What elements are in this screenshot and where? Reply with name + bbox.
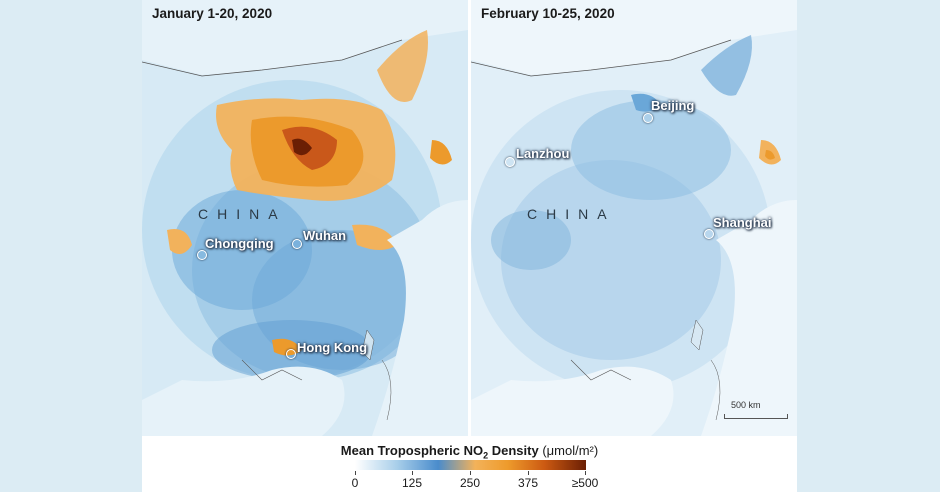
city-marker-beijing	[643, 113, 653, 123]
city-label-beijing: Beijing	[651, 98, 695, 113]
legend-tick-1	[412, 471, 413, 475]
city-label-lanzhou: Lanzhou	[516, 146, 570, 161]
legend-label-375: 375	[517, 476, 539, 490]
legend-title: Mean Tropospheric NO2 Density (μmol/m²)	[142, 443, 797, 461]
city-marker-hongkong	[286, 349, 296, 359]
panel-title-january: January 1-20, 2020	[152, 6, 273, 21]
legend-tick-3	[528, 471, 529, 475]
legend-tick-0	[355, 471, 356, 475]
city-marker-shanghai	[704, 229, 714, 239]
city-label-chongqing: Chongqing	[205, 236, 274, 251]
scale-label: 500 km	[731, 400, 761, 410]
city-marker-lanzhou	[505, 157, 515, 167]
legend-title-rest: Density	[488, 443, 539, 458]
country-label-china: CHINA	[198, 206, 287, 222]
legend-color-ramp	[355, 460, 586, 470]
city-label-wuhan: Wuhan	[303, 228, 347, 243]
no2-map-february	[471, 0, 797, 436]
city-label-shanghai: Shanghai	[713, 215, 772, 230]
legend-label-250: 250	[459, 476, 481, 490]
map-panel-february: February 10-25, 2020 CHINA Beijing Lanzh…	[471, 0, 797, 436]
city-marker-chongqing	[197, 250, 207, 260]
legend: Mean Tropospheric NO2 Density (μmol/m²) …	[142, 436, 797, 492]
scale-bar	[724, 414, 788, 419]
legend-label-125: 125	[401, 476, 423, 490]
country-label-china: CHINA	[527, 206, 616, 222]
map-panel-january: January 1-20, 2020 CHINA Wuhan Chongqing…	[142, 0, 468, 436]
legend-tick-2	[470, 471, 471, 475]
city-label-hongkong: Hong Kong	[297, 340, 368, 355]
city-marker-wuhan	[292, 239, 302, 249]
legend-tick-4	[585, 471, 586, 475]
legend-unit: (μmol/m²)	[542, 443, 599, 458]
panel-title-february: February 10-25, 2020	[481, 6, 615, 21]
legend-title-main: Mean Tropospheric NO	[340, 443, 484, 458]
no2-map-january	[142, 0, 468, 436]
legend-title-subscript: 2	[483, 450, 489, 461]
legend-label-500: ≥500	[571, 476, 599, 490]
legend-label-0: 0	[351, 476, 359, 490]
